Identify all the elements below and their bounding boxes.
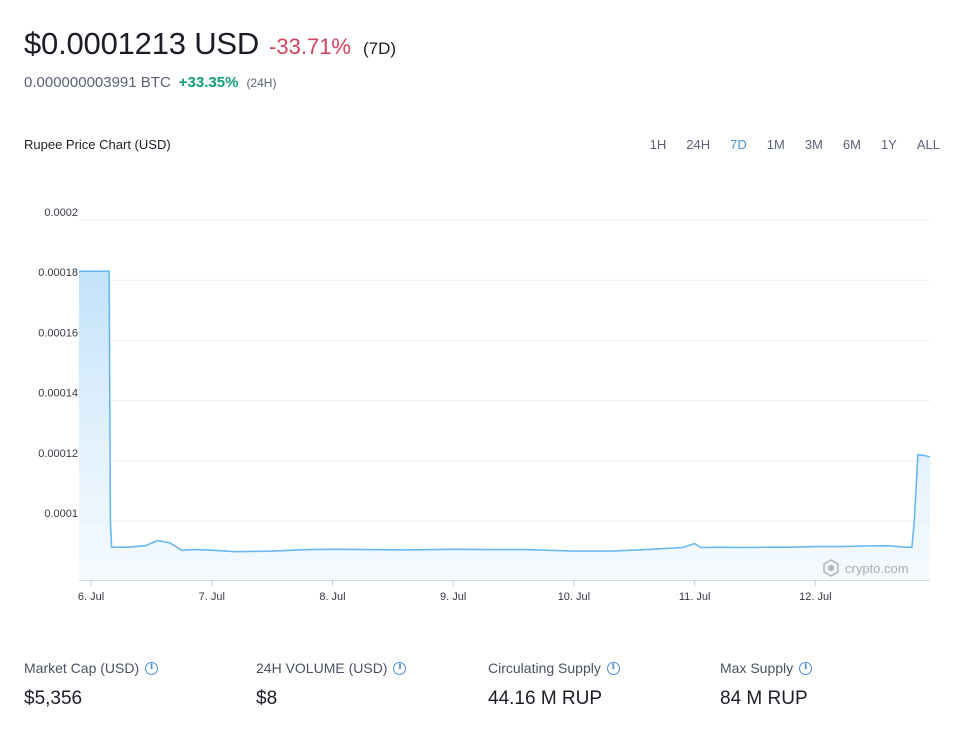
range-7d-button[interactable]: 7D <box>730 137 747 152</box>
range-1y-button[interactable]: 1Y <box>880 137 897 152</box>
y-tick-label: 0.00016 <box>38 327 78 339</box>
info-icon[interactable] <box>393 661 407 675</box>
info-icon[interactable] <box>606 661 620 675</box>
range-24h-button[interactable]: 24H <box>686 137 711 152</box>
y-tick-label: 0.0002 <box>44 207 78 219</box>
y-tick-label: 0.00018 <box>38 267 78 279</box>
max-supply-stat: Max Supply 84 M RUP <box>720 660 952 710</box>
circulating-supply-value: 44.16 M RUP <box>488 688 603 709</box>
y-tick-label: 0.00012 <box>38 448 78 460</box>
x-tick-label: 10. Jul <box>558 591 590 603</box>
circulating-supply-stat: Circulating Supply 44.16 M RUP <box>488 660 720 710</box>
range-all-button[interactable]: ALL <box>916 137 940 152</box>
x-tick-label: 9. Jul <box>440 591 466 603</box>
price-chart[interactable]: 0.0001 0.00012 0.00014 0.00016 0.00018 0.0002… <box>0 200 964 620</box>
watermark-text: crypto.com <box>845 561 909 576</box>
volume-label: 24H VOLUME (USD) <box>256 660 388 676</box>
max-supply-label: Max Supply <box>720 660 794 676</box>
btc-price-row: 0.000000003991 BTC +33.35% (24H) <box>24 74 276 91</box>
price-header: $0.0001213 USD -33.71% (7D) <box>24 26 396 62</box>
max-supply-value: 84 M RUP <box>720 688 808 709</box>
btc-period: (24H) <box>246 76 277 90</box>
x-tick-label: 7. Jul <box>199 591 225 603</box>
range-selector: 1H 24H 7D 1M 3M 6M 1Y ALL <box>630 137 940 152</box>
x-tick-label: 11. Jul <box>679 591 711 603</box>
btc-value: 0.000000003991 BTC <box>24 74 171 91</box>
stats-bar: Market Cap (USD) $5,356 24H VOLUME (USD)… <box>24 660 952 710</box>
watermark: crypto.com <box>823 559 909 577</box>
range-1m-button[interactable]: 1M <box>766 137 785 152</box>
price-area <box>79 271 930 580</box>
range-3m-button[interactable]: 3M <box>804 137 823 152</box>
info-icon[interactable] <box>145 661 159 675</box>
price-value: $0.0001213 USD <box>24 26 260 61</box>
info-icon[interactable] <box>799 661 813 675</box>
market-cap-label: Market Cap (USD) <box>24 660 140 676</box>
volume-value: $8 <box>256 688 278 709</box>
btc-change: +33.35% <box>178 74 239 91</box>
market-cap-stat: Market Cap (USD) $5,356 <box>24 660 256 710</box>
price-period: (7D) <box>363 39 397 58</box>
y-tick-label: 0.00014 <box>38 388 78 400</box>
circulating-supply-label: Circulating Supply <box>488 660 601 676</box>
price-change: -33.71% <box>269 34 351 59</box>
y-tick-label: 0.0001 <box>44 508 78 520</box>
x-tick-label: 8. Jul <box>319 591 345 603</box>
market-cap-value: $5,356 <box>24 688 83 709</box>
crypto-logo-icon <box>823 559 839 577</box>
price-line <box>79 270 931 553</box>
x-tick-label: 12. Jul <box>799 591 831 603</box>
chart-title: Rupee Price Chart (USD) <box>24 137 171 152</box>
volume-stat: 24H VOLUME (USD) $8 <box>256 660 488 710</box>
range-6m-button[interactable]: 6M <box>842 137 861 152</box>
range-1h-button[interactable]: 1H <box>649 137 667 152</box>
x-tick-label: 6. Jul <box>78 591 104 603</box>
